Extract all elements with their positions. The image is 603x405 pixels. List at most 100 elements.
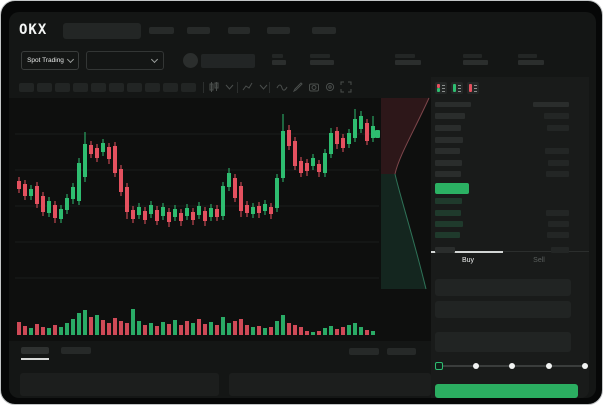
chevron-down-icon[interactable] (225, 84, 234, 90)
volume-bar (35, 324, 39, 335)
bottom-tab[interactable] (61, 347, 91, 354)
candle-body (131, 210, 135, 219)
volume-bar (281, 315, 285, 335)
bottom-tab[interactable] (21, 347, 49, 354)
volume-bar (287, 323, 291, 335)
nav-item[interactable] (228, 27, 250, 34)
chevron-down-icon[interactable] (259, 84, 268, 90)
market-type-selector[interactable]: Spot Trading (21, 51, 79, 70)
volume-bar (347, 325, 351, 335)
timeframe-button[interactable] (55, 83, 70, 92)
slider-handle[interactable] (435, 362, 443, 370)
timeframe-button[interactable] (73, 83, 88, 92)
slider-stop[interactable] (582, 363, 588, 369)
nav-item[interactable] (312, 27, 336, 34)
stat-label-skeleton (518, 54, 537, 58)
candle-body (269, 207, 273, 214)
nav-item[interactable] (267, 27, 290, 34)
book-bids-icon[interactable] (451, 82, 463, 94)
ask-row-amount[interactable] (548, 160, 569, 166)
volume-bar (107, 323, 111, 335)
icon-shape (311, 85, 317, 90)
fullscreen-icon[interactable] (340, 81, 352, 93)
book-asks-icon[interactable] (467, 82, 479, 94)
slider-stop[interactable] (545, 363, 552, 369)
camera-icon[interactable] (309, 83, 319, 92)
icon-shape (474, 91, 477, 92)
timeframe-button[interactable] (145, 83, 160, 92)
order-input-field[interactable] (435, 279, 571, 296)
order-input-field[interactable] (435, 301, 571, 318)
draw-icon[interactable] (292, 82, 303, 93)
nav-item[interactable] (187, 27, 210, 34)
indicators-icon[interactable] (242, 82, 253, 91)
bid-row-price[interactable] (435, 232, 460, 238)
candle-body (17, 181, 21, 189)
candle-body (257, 206, 261, 213)
icon-shape (328, 85, 332, 89)
bid-row-price[interactable] (435, 247, 455, 253)
nav-item[interactable] (149, 27, 174, 34)
ask-row-price[interactable] (435, 113, 465, 119)
bid-row-amount[interactable] (548, 221, 569, 227)
pair-selector-dropdown[interactable] (86, 51, 164, 70)
timeframe-button[interactable] (127, 83, 142, 92)
bid-row-amount[interactable] (547, 232, 569, 238)
line-style-icon[interactable] (276, 84, 288, 91)
bid-row-price[interactable] (435, 210, 461, 216)
stat-value-skeleton (518, 60, 544, 65)
buy-submit-button[interactable] (435, 384, 578, 398)
candle-body (227, 173, 231, 187)
volume-bar (179, 325, 183, 335)
timeframe-button[interactable] (91, 83, 106, 92)
icon-shape (276, 84, 288, 91)
volume-bar (293, 325, 297, 335)
timeframe-button[interactable] (19, 83, 34, 92)
ask-row-price[interactable] (435, 137, 463, 143)
volume-bar (275, 321, 279, 335)
ask-row-amount[interactable] (547, 125, 569, 131)
last-price-highlight[interactable] (435, 183, 469, 194)
settings-icon[interactable] (325, 82, 335, 92)
volume-bar (41, 327, 45, 335)
bid-row-price[interactable] (435, 198, 462, 204)
slider-stop[interactable] (509, 363, 515, 369)
ask-row-amount[interactable] (546, 171, 569, 177)
active-tab-underline (21, 358, 49, 360)
ask-row-price[interactable] (435, 148, 460, 154)
candle-body (107, 147, 111, 159)
ask-row-price[interactable] (435, 171, 461, 177)
volume-bar (359, 327, 363, 335)
timeframe-button[interactable] (109, 83, 124, 92)
ask-row-amount[interactable] (545, 148, 569, 154)
bid-row-amount[interactable] (546, 210, 569, 216)
bid-row-price[interactable] (435, 221, 463, 227)
tab-sell[interactable]: Sell (533, 257, 545, 264)
bottom-action-button[interactable] (349, 348, 379, 355)
tab-buy[interactable]: Buy (461, 257, 475, 264)
candle-body (47, 201, 51, 213)
ask-row-amount[interactable] (544, 113, 569, 119)
ask-row-price[interactable] (435, 160, 462, 166)
candle-body (113, 146, 117, 173)
book-both-icon[interactable] (435, 82, 447, 94)
search-input[interactable] (63, 23, 141, 39)
timeframe-button[interactable] (181, 83, 196, 92)
bottom-action-button[interactable] (387, 348, 416, 355)
candle-body (35, 186, 39, 204)
candle-body (197, 206, 201, 215)
icon-shape (474, 85, 477, 86)
timeframe-button[interactable] (37, 83, 52, 92)
slider-stop[interactable] (472, 363, 479, 369)
volume-bar (317, 331, 321, 335)
candle-body (233, 178, 237, 198)
bid-row-amount[interactable] (551, 247, 569, 253)
timeframe-button[interactable] (163, 83, 178, 92)
order-input-field[interactable] (435, 332, 571, 352)
ask-row-price[interactable] (435, 125, 461, 131)
candle-body (311, 158, 315, 166)
candle-type-icon[interactable] (209, 82, 219, 92)
icon-shape (458, 88, 461, 89)
candle-body (125, 187, 129, 212)
